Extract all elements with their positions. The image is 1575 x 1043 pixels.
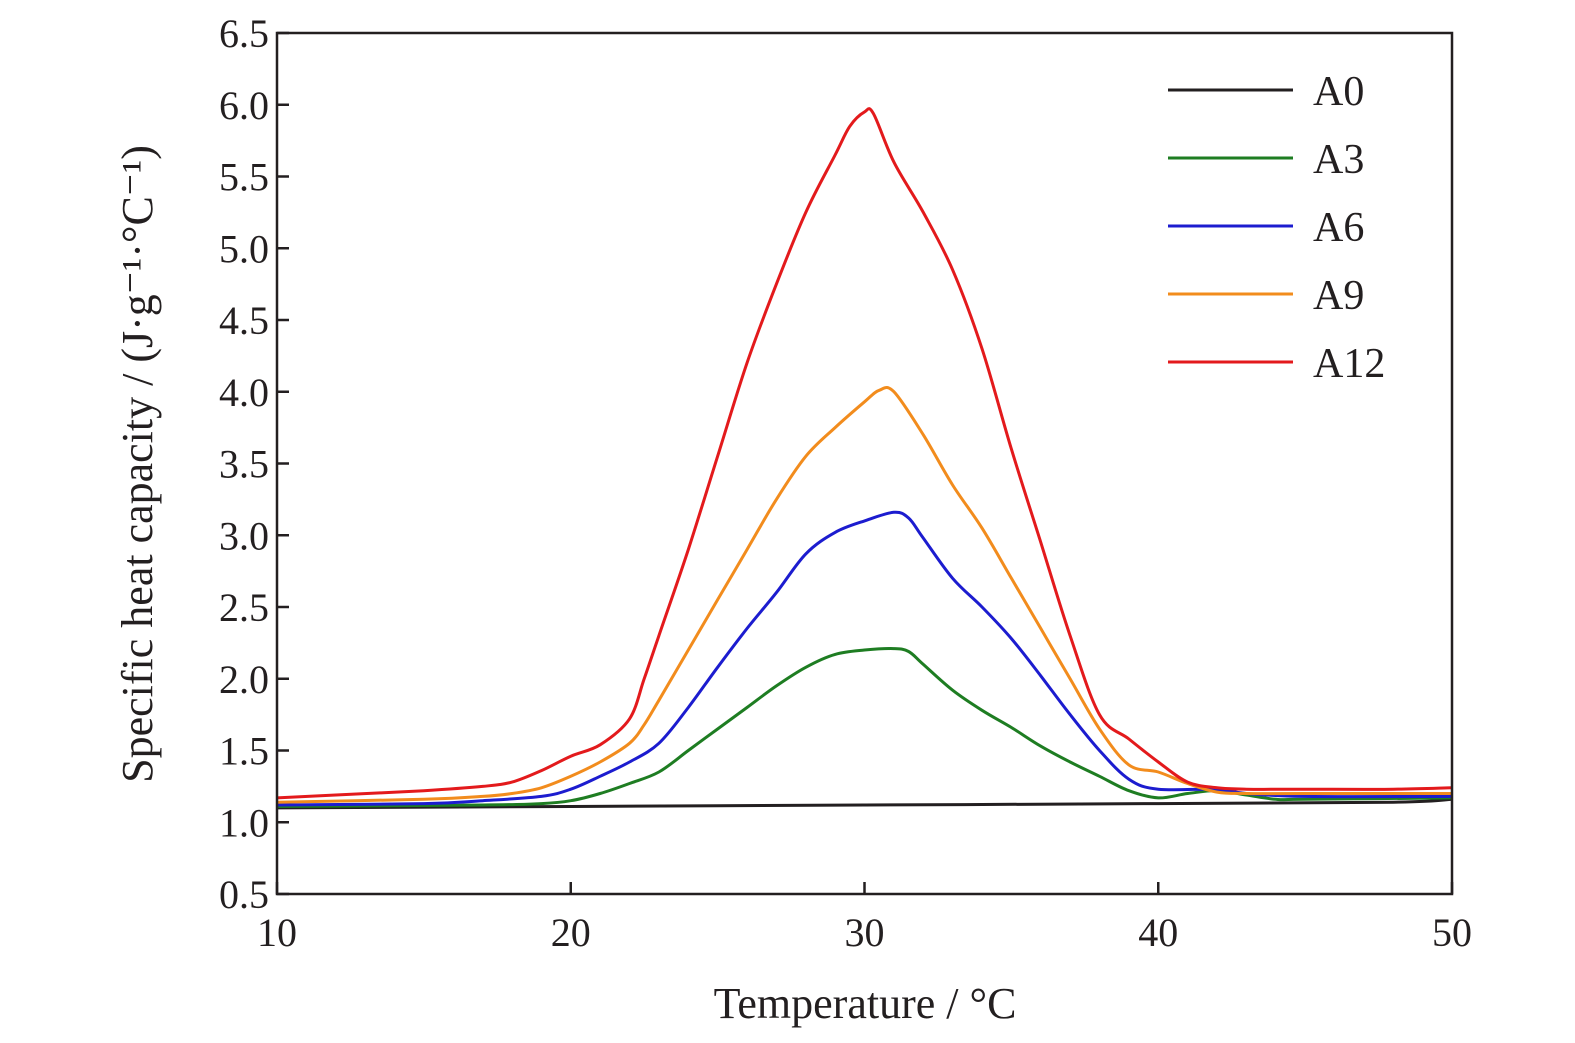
- y-tick-label: 4.0: [219, 370, 269, 415]
- y-tick-label: 5.5: [219, 155, 269, 200]
- x-tick-label: 40: [1138, 910, 1178, 955]
- series-line-a12: [277, 107, 1452, 800]
- legend-label-a9: A9: [1313, 273, 1364, 319]
- y-tick-label: 2.5: [219, 585, 269, 630]
- legend-label-a0: A0: [1313, 69, 1364, 115]
- y-tick-label: 5.0: [219, 226, 269, 271]
- y-tick-label: 1.0: [219, 800, 269, 845]
- y-tick-label: 0.5: [219, 872, 269, 917]
- legend-label-a12: A12: [1313, 341, 1385, 387]
- y-tick-label: 3.0: [219, 513, 269, 558]
- legend: A0 A3 A6 A9 A12: [1168, 69, 1385, 387]
- x-tick-label: 30: [845, 910, 885, 955]
- series-line-a3: [277, 647, 1452, 808]
- x-axis-title: Temperature / °C: [714, 979, 1017, 1028]
- series-line-a0: [277, 797, 1452, 810]
- plot-area: [277, 107, 1452, 810]
- x-tick-label: 10: [257, 910, 297, 955]
- y-tick-label: 1.5: [219, 729, 269, 774]
- x-tick-label: 50: [1432, 910, 1472, 955]
- series-line-a9: [277, 386, 1452, 804]
- y-axis-title: Specific heat capacity / (J·g⁻¹·°C⁻¹): [113, 145, 162, 783]
- y-tick-label: 6.0: [219, 83, 269, 128]
- y-tick-label: 6.5: [219, 11, 269, 56]
- axes: 10 20 30 40 50 0.5 1.0 1.5 2.0 2.5 3.0 3.5 4.0 4.5 5.0…: [219, 11, 1472, 955]
- legend-label-a3: A3: [1313, 137, 1364, 183]
- y-tick-label: 3.5: [219, 442, 269, 487]
- y-tick-label: 4.5: [219, 298, 269, 343]
- series-line-a6: [277, 510, 1452, 807]
- legend-label-a6: A6: [1313, 205, 1364, 251]
- x-tick-label: 20: [551, 910, 591, 955]
- plot-frame: [275, 31, 1454, 896]
- y-tick-label: 2.0: [219, 657, 269, 702]
